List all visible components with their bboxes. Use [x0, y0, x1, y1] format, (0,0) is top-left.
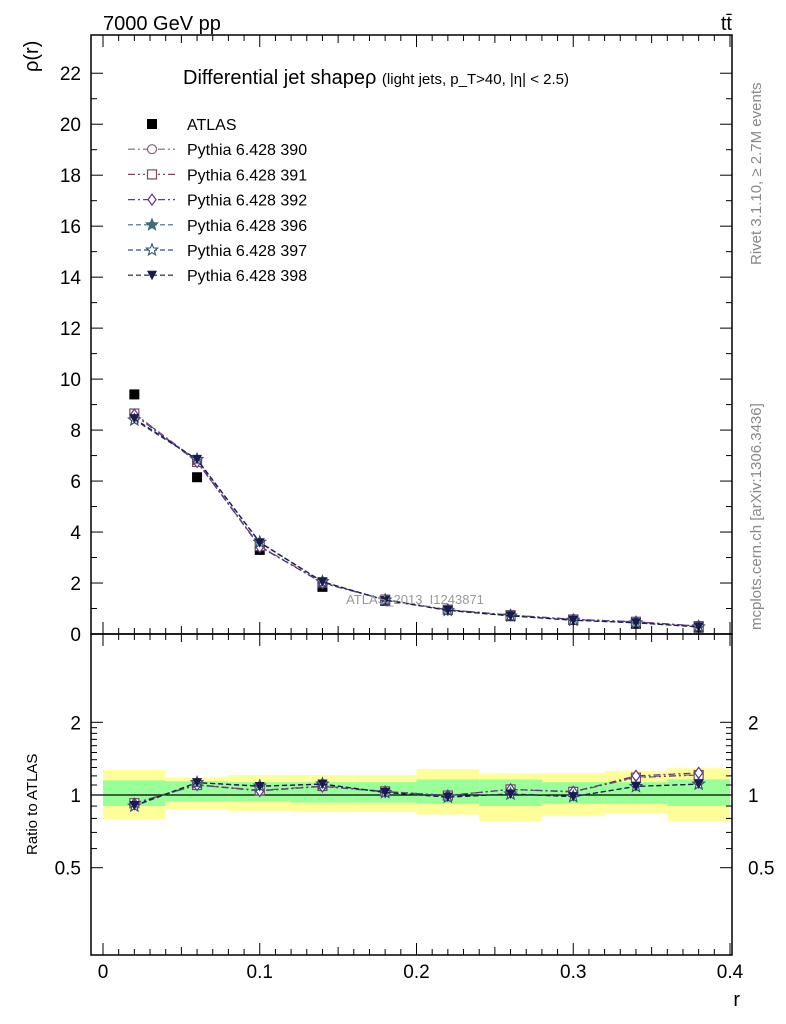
main-title-text: Differential jet shape: [183, 67, 365, 89]
series-6: [129, 414, 704, 632]
y-tick-label-main: 16: [60, 217, 81, 238]
data-point: [693, 622, 704, 632]
ratio-point: [568, 792, 579, 802]
legend-marker: [144, 242, 160, 257]
legend-entry: Pythia 6.428 392: [128, 193, 307, 210]
legend-label: ATLAS: [187, 117, 237, 134]
legend-label: Pythia 6.428 390: [187, 142, 307, 159]
main-title: Differential jet shapeρ (light jets, p_T…: [183, 67, 569, 89]
y-axis-title-main: ρ(r): [21, 41, 43, 72]
legend-marker: [144, 217, 160, 231]
ratio-line: [134, 781, 699, 807]
data-point: [380, 595, 391, 606]
legend-marker: [147, 270, 157, 281]
legend-label: Pythia 6.428 392: [187, 193, 307, 210]
y-axis-title-ratio: Ratio to ATLAS: [24, 754, 41, 855]
y-tick-label-ratio: 2: [70, 713, 81, 734]
x-tick-label: 0: [98, 962, 109, 983]
data-point: [630, 618, 641, 628]
y-tick-label-main: 0: [70, 625, 81, 646]
legend-label: Pythia 6.428 396: [187, 218, 307, 235]
y-tick-label-main: 8: [70, 421, 81, 442]
ratio-point: [129, 800, 140, 811]
final-state-label: tt̄: [721, 13, 733, 35]
legend-label: Pythia 6.428 398: [187, 268, 307, 285]
legend-entry: Pythia 6.428 398: [128, 268, 307, 285]
legend: ATLAS Pythia 6.428 390 Pythia 6.428 391 Pyt…: [128, 117, 307, 285]
legend-marker: [147, 119, 157, 129]
legend-entry: ATLAS: [147, 117, 237, 134]
legend-marker: [147, 193, 157, 207]
legend-entry: Pythia 6.428 391: [128, 167, 307, 184]
y-tick-label-main: 14: [60, 268, 82, 289]
x-tick-label: 0.3: [560, 962, 586, 983]
x-tick-label: 0.1: [247, 962, 273, 983]
data-point: [568, 615, 579, 626]
ratio-point: [317, 779, 328, 790]
legend-entry: Pythia 6.428 390: [128, 142, 307, 159]
legend-entry: Pythia 6.428 396: [128, 217, 307, 235]
y-tick-label-ratio-right: 1: [748, 786, 759, 807]
process-label: 7000 GeV pp: [103, 13, 221, 35]
ratio-point: [442, 792, 453, 803]
y-tick-label-main: 2: [70, 574, 81, 595]
legend-marker: [146, 169, 158, 180]
ratio-point: [505, 789, 516, 799]
legend-marker: [146, 144, 158, 155]
data-point: [192, 454, 203, 465]
ratio-point: [693, 779, 704, 790]
rivet-version-label: Rivet 3.1.10, ≥ 2.7M events: [748, 83, 765, 266]
x-axis-title: r: [733, 989, 740, 1011]
y-tick-label-main: 22: [60, 64, 81, 85]
y-tick-label-main: 6: [70, 472, 81, 493]
data-point: [192, 472, 203, 483]
y-tick-label-ratio: 1: [70, 786, 81, 807]
series-line: [133, 418, 699, 628]
y-tick-label-ratio-right: 2: [748, 713, 759, 734]
ratio-line: [134, 772, 699, 805]
ratio-point: [254, 781, 265, 792]
y-tick-label-main: 20: [60, 115, 81, 136]
ratio-point: [380, 787, 391, 798]
y-tick-label-ratio-right: 0.5: [748, 859, 774, 880]
series-line: [133, 414, 699, 627]
uncertainty-band-inner: [604, 782, 668, 804]
data-point: [129, 414, 140, 424]
main-subtitle: (light jets, p_T>40, |η| < 2.5): [382, 71, 569, 88]
y-tick-label-main: 18: [60, 166, 81, 187]
ratio-series-5: [129, 778, 704, 811]
data-point: [505, 611, 516, 621]
x-tick-label: 0.4: [717, 962, 744, 983]
main-panel: ATLAS_2013_I1243871 Differential jet sha…: [21, 34, 733, 646]
ratio-point: [192, 778, 203, 788]
y-tick-label-main: 4: [70, 523, 81, 544]
x-tick-label: 0.2: [403, 962, 429, 983]
data-point: [254, 538, 265, 548]
y-tick-label-main: 10: [60, 370, 81, 391]
y-tick-label-ratio: 0.5: [55, 859, 81, 880]
watermark-label: ATLAS_2013_I1243871: [346, 592, 484, 607]
data-point: [317, 577, 328, 587]
legend-label: Pythia 6.428 391: [187, 167, 307, 184]
legend-entry: Pythia 6.428 397: [128, 242, 307, 260]
mcplots-credit-label: mcplots.cern.ch [arXiv:1306.3436]: [748, 403, 765, 630]
main-title-symbol: ρ: [365, 67, 376, 89]
legend-label: Pythia 6.428 397: [187, 243, 307, 260]
ratio-point: [630, 781, 641, 792]
data-point: [129, 389, 140, 400]
y-tick-label-main: 12: [60, 319, 81, 340]
ratio-panel: 0.5 0.5 1 1 2 2 0 0.1 0.2 0.3 0.4 Ratio to ATLAS r: [24, 633, 774, 1011]
data-point: [442, 605, 453, 616]
